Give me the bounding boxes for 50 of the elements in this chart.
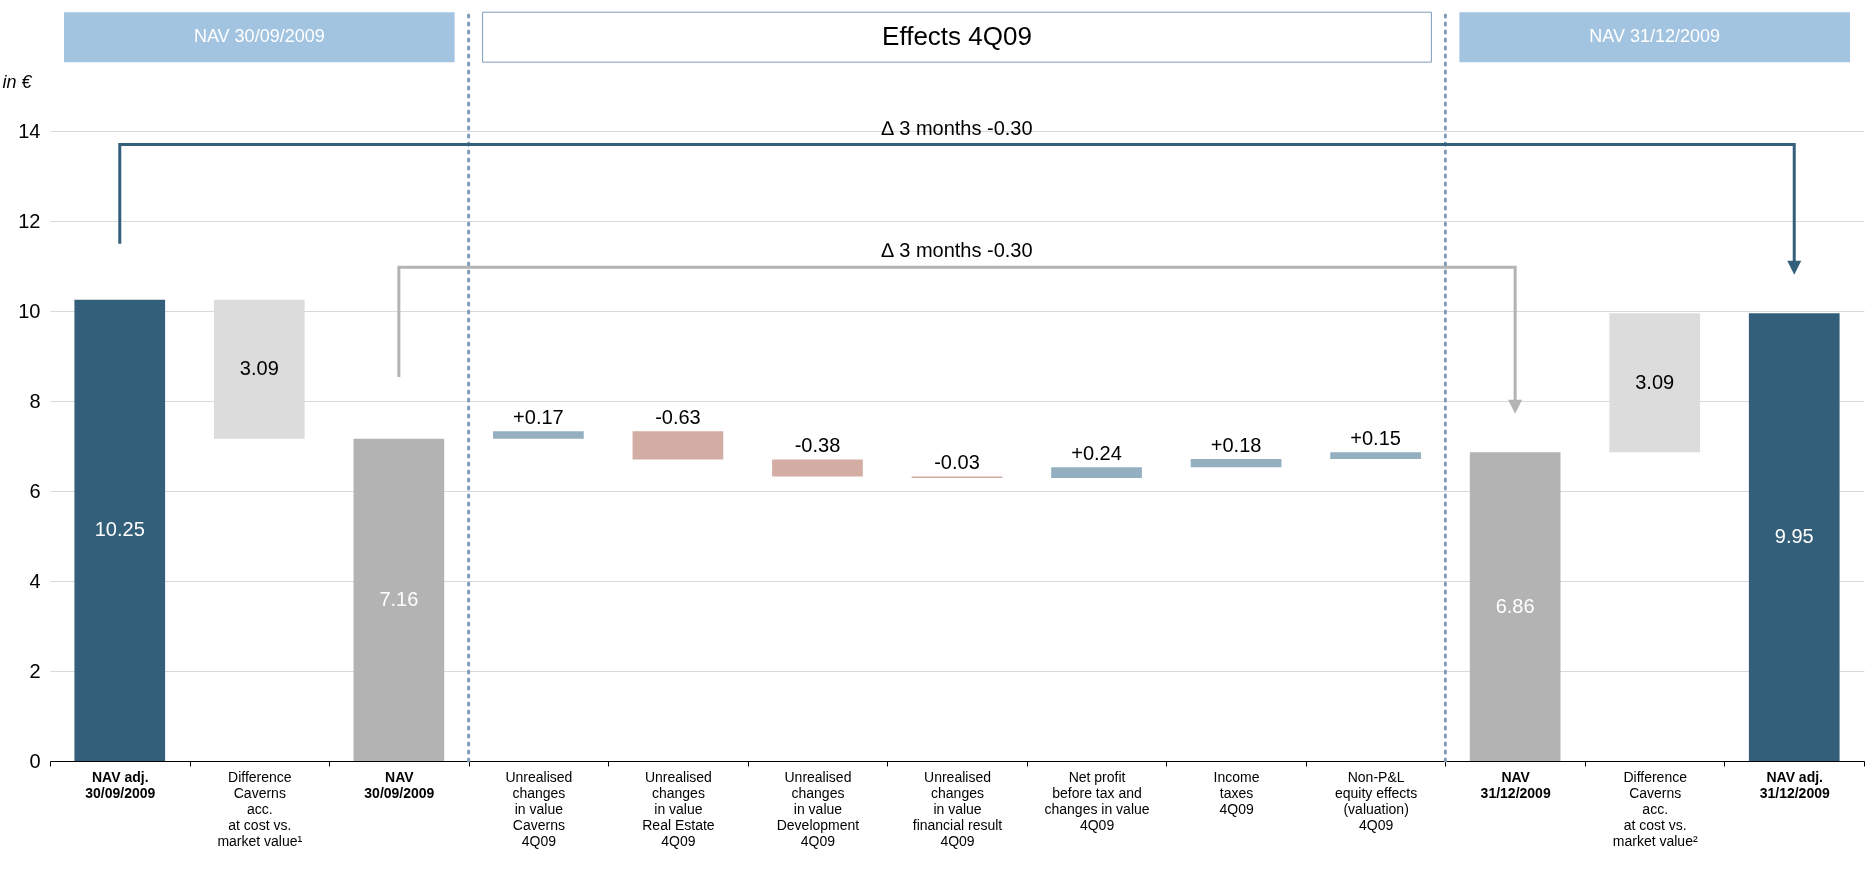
x-tick-label: Unrealised changes in value Real Estate 4Q09 [642,768,715,849]
data-label: 9.95 [1774,525,1814,548]
text: NAV 31/12/2009 [1589,26,1721,47]
data-label: +0.15 [1350,426,1401,449]
bar [1469,452,1561,761]
data-label: +0.18 [1210,433,1262,456]
y-tick-label: 8 [29,389,41,412]
y-tick-label: 6 [29,479,41,502]
data-label: 3.09 [1635,370,1675,393]
bar [1330,452,1421,460]
x-tick-label: Unrealised changes in value financial result 4Q09 [912,768,1003,849]
bar [1051,467,1142,478]
bar [493,431,584,439]
text: Effects 4Q09 [882,21,1032,52]
y-tick-label: 0 [29,749,41,772]
data-label: 6.86 [1495,594,1535,617]
annotation: ∆ 3 months -0.30 [881,116,1033,139]
x-tick-label: Non-P&L equity effects (valuation) 4Q09 [1334,768,1418,833]
y-axis-title: in € [2,71,33,92]
x-tick-label: NAV adj. 31/12/2009 [1759,768,1830,801]
data-label: -0.03 [934,451,980,474]
bar [1190,459,1282,468]
bar [772,459,863,477]
data-label: 7.16 [379,587,419,610]
x-tick-label: Difference Caverns acc. at cost vs. market value² [1612,768,1698,849]
bar [353,438,445,761]
bar [632,431,724,460]
x-tick-label: NAV 30/09/2009 [364,768,435,801]
x-tick-label: Unrealised changes in value Caverns 4Q09 [505,768,573,849]
text: NAV 30/09/2009 [193,26,325,47]
data-label: 10.25 [94,518,145,541]
x-tick-label: Difference Caverns acc. at cost vs. market value¹ [217,768,303,849]
data-label: -0.63 [655,405,701,428]
y-tick-label: 10 [18,299,41,322]
x-tick-label: Income taxes 4Q09 [1213,768,1260,817]
data-label: +0.17 [513,405,564,428]
y-tick-label: 12 [18,209,41,232]
x-tick-label: Net profit before tax and changes in value 4Q09 [1044,768,1150,833]
annotation: ∆ 3 months -0.30 [881,239,1033,262]
data-label: +0.24 [1071,441,1122,464]
data-label: -0.38 [794,434,841,456]
bar [74,299,166,761]
bar [1748,313,1840,761]
x-tick-label: Unrealised changes in value Development 4Q09 [776,768,860,849]
x-tick-label: NAV adj. 30/09/2009 [85,768,156,801]
y-tick-label: 2 [29,659,41,682]
x-tick-label: NAV 31/12/2009 [1480,768,1551,801]
y-tick-label: 4 [29,569,41,592]
y-tick-label: 14 [18,119,41,142]
data-label: 3.09 [239,357,279,380]
